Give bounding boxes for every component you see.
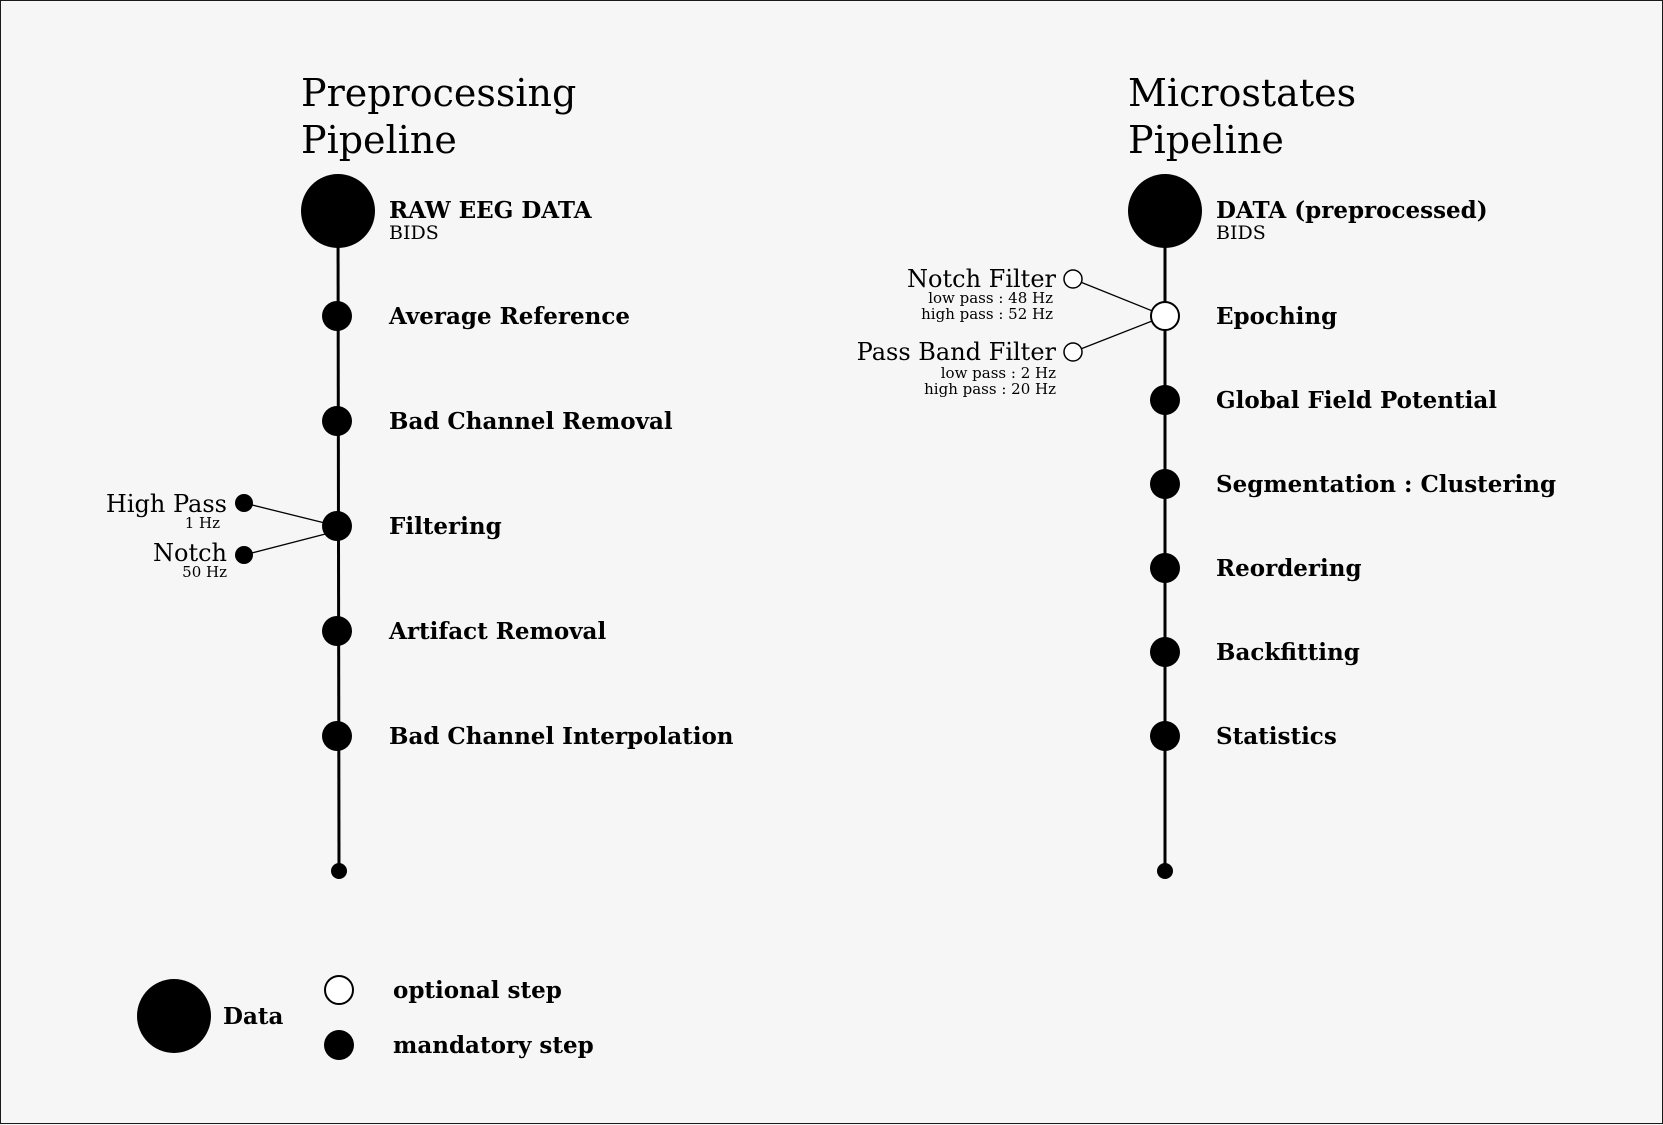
- legend: Data optional step mandatory step: [137, 975, 594, 1060]
- step-node-global-field-potential: [1150, 385, 1180, 415]
- branch-node-pass-band-filter: [1063, 342, 1083, 362]
- preprocessing-title-line2: Pipeline: [301, 118, 457, 162]
- step-node-statistics: [1150, 721, 1180, 751]
- legend-optional-label: optional step: [393, 977, 562, 1004]
- microstates-title-line2: Pipeline: [1128, 118, 1284, 162]
- legend-mandatory-label: mandatory step: [393, 1032, 594, 1059]
- step-node-filtering: [322, 511, 352, 541]
- step-label-average-reference: Average Reference: [388, 303, 630, 330]
- legend-data-node: [137, 979, 211, 1053]
- preprocessed-data-sub: BIDS: [1216, 222, 1266, 244]
- step-node-bad-channel-removal: [322, 406, 352, 436]
- branch-connector-pass-band-filter: [1072, 315, 1166, 353]
- preprocessed-data-label: DATA (preprocessed): [1216, 197, 1488, 224]
- branch-note-notch: 50 Hz: [182, 563, 227, 581]
- branch-note-notch-filter-low: low pass : 48 Hz: [928, 289, 1053, 307]
- preprocessing-end-node: [331, 863, 347, 879]
- branch-node-notch: [235, 546, 253, 564]
- step-label-statistics: Statistics: [1216, 723, 1337, 750]
- raw-data-label: RAW EEG DATA: [389, 197, 593, 224]
- step-node-epoching: [1150, 301, 1180, 331]
- step-label-reordering: Reordering: [1216, 555, 1362, 582]
- preprocessing-pipeline: Preprocessing Pipeline RAW EEG DATA BIDS…: [106, 71, 734, 879]
- branch-connector-notch: [243, 530, 338, 556]
- step-label-segmentation-clustering: Segmentation : Clustering: [1216, 471, 1556, 498]
- branch-note-pass-band-low: low pass : 2 Hz: [941, 364, 1056, 382]
- step-label-bad-channel-removal: Bad Channel Removal: [389, 408, 673, 435]
- raw-data-node: [301, 174, 375, 248]
- legend-optional-node: [324, 975, 354, 1005]
- preprocessed-data-node: [1128, 174, 1202, 248]
- branch-connector-notch-filter: [1072, 278, 1166, 317]
- step-node-reordering: [1150, 553, 1180, 583]
- branch-node-notch-filter: [1063, 269, 1083, 289]
- legend-data-label: Data: [223, 1003, 283, 1030]
- branch-note-pass-band-high: high pass : 20 Hz: [924, 380, 1056, 398]
- branch-connector-high-pass: [243, 502, 338, 527]
- branch-label-pass-band-filter: Pass Band Filter: [857, 338, 1057, 366]
- step-node-average-reference: [322, 301, 352, 331]
- step-node-bad-channel-interpolation: [322, 721, 352, 751]
- microstates-end-node: [1157, 863, 1173, 879]
- preprocessing-title-line1: Preprocessing: [301, 71, 576, 115]
- legend-mandatory-node: [324, 1030, 354, 1060]
- branch-note-notch-filter-high: high pass : 52 Hz: [921, 305, 1053, 323]
- step-node-artifact-removal: [322, 616, 352, 646]
- step-label-artifact-removal: Artifact Removal: [388, 618, 606, 645]
- branch-label-notch: Notch: [153, 539, 227, 567]
- step-label-global-field-potential: Global Field Potential: [1216, 387, 1497, 414]
- step-node-backfitting: [1150, 637, 1180, 667]
- microstates-pipeline: Microstates Pipeline DATA (preprocessed)…: [857, 71, 1556, 879]
- step-node-segmentation-clustering: [1150, 469, 1180, 499]
- step-label-filtering: Filtering: [389, 513, 502, 540]
- raw-data-sub: BIDS: [389, 222, 439, 244]
- step-label-backfitting: Backfitting: [1216, 639, 1360, 666]
- branch-note-high-pass: 1 Hz: [185, 514, 220, 532]
- step-label-bad-channel-interpolation: Bad Channel Interpolation: [389, 723, 734, 750]
- branch-node-high-pass: [235, 494, 253, 512]
- branch-label-high-pass: High Pass: [106, 490, 227, 518]
- step-label-epoching: Epoching: [1216, 303, 1337, 330]
- branch-label-notch-filter: Notch Filter: [907, 265, 1056, 293]
- microstates-title-line1: Microstates: [1128, 71, 1356, 115]
